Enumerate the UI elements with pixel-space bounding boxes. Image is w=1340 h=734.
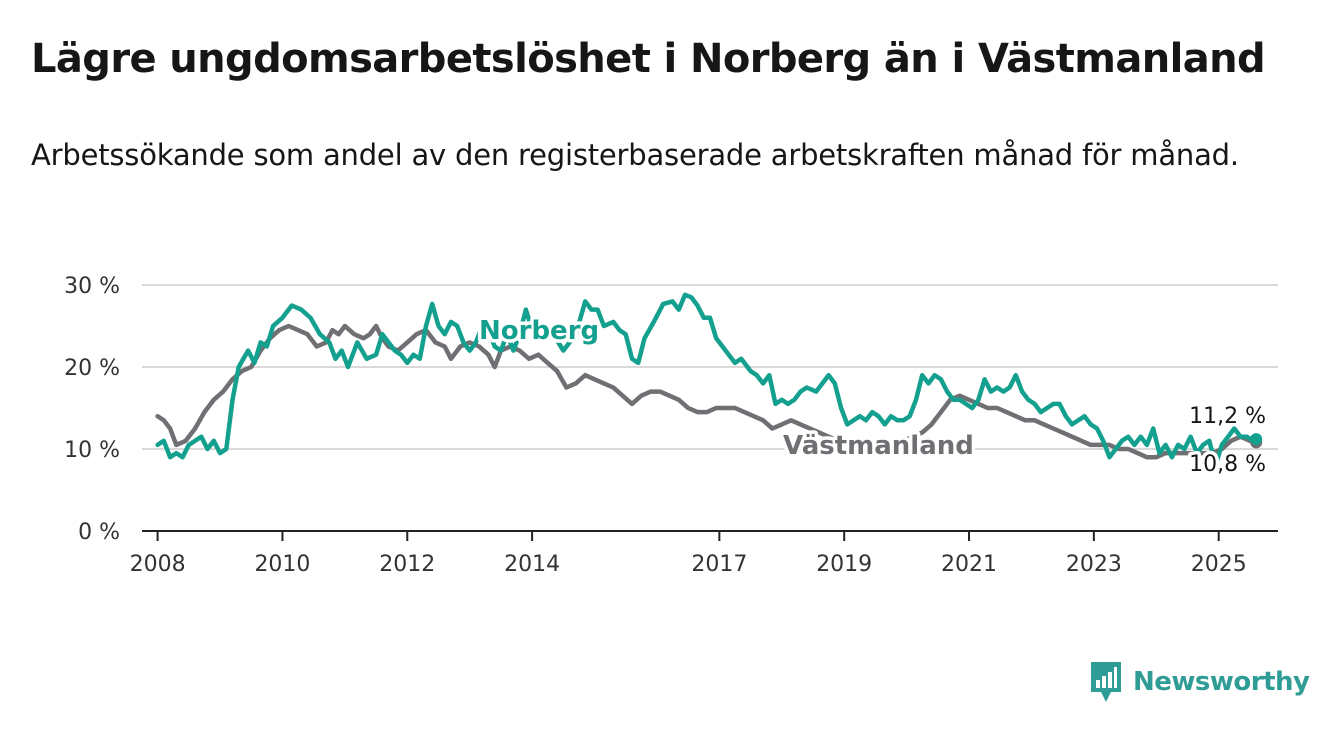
y-axis-ticks: 0 % 10 % 20 % 30 % (64, 274, 120, 545)
x-tick-label: 2008 (130, 552, 186, 577)
series-label-norberg: Norberg (479, 316, 599, 346)
end-point-norberg (1250, 433, 1263, 446)
end-label-vastmanland: 10,8 % (1189, 452, 1266, 477)
y-tick-label: 30 % (64, 274, 120, 299)
series-labels: Norberg Västmanland 11,2 % 10,8 % (476, 313, 1270, 481)
y-tick-label: 20 % (64, 356, 120, 381)
x-tick-label: 2012 (379, 552, 435, 577)
y-tick-label: 10 % (64, 438, 120, 463)
series-lines (155, 292, 1263, 468)
x-tick-label: 2021 (941, 552, 997, 577)
newsworthy-logo-icon (1091, 662, 1121, 702)
grid-lines (142, 284, 1278, 450)
brand-logo: Newsworthy (1089, 660, 1310, 704)
x-axis-ticks: 2008 2010 2012 2014 2017 2019 2021 2023 2025 (130, 531, 1247, 577)
y-tick-label: 0 % (78, 520, 120, 545)
chart-title: Lägre ungdomsarbetslöshet i Norberg än i… (31, 36, 1266, 82)
series-line-vastmanland (155, 323, 1259, 460)
brand-name: Newsworthy (1133, 667, 1310, 697)
chart-subtitle: Arbetssökande som andel av den registerb… (31, 138, 1239, 172)
series-label-vastmanland: Västmanland (783, 431, 974, 461)
x-tick-label: 2017 (691, 552, 747, 577)
x-tick-label: 2025 (1191, 552, 1247, 577)
x-tick-label: 2019 (816, 552, 872, 577)
x-tick-label: 2014 (504, 552, 560, 577)
x-tick-label: 2010 (254, 552, 310, 577)
series-line-norberg (155, 292, 1259, 468)
x-tick-label: 2023 (1066, 552, 1122, 577)
end-label-norberg: 11,2 % (1189, 404, 1266, 429)
